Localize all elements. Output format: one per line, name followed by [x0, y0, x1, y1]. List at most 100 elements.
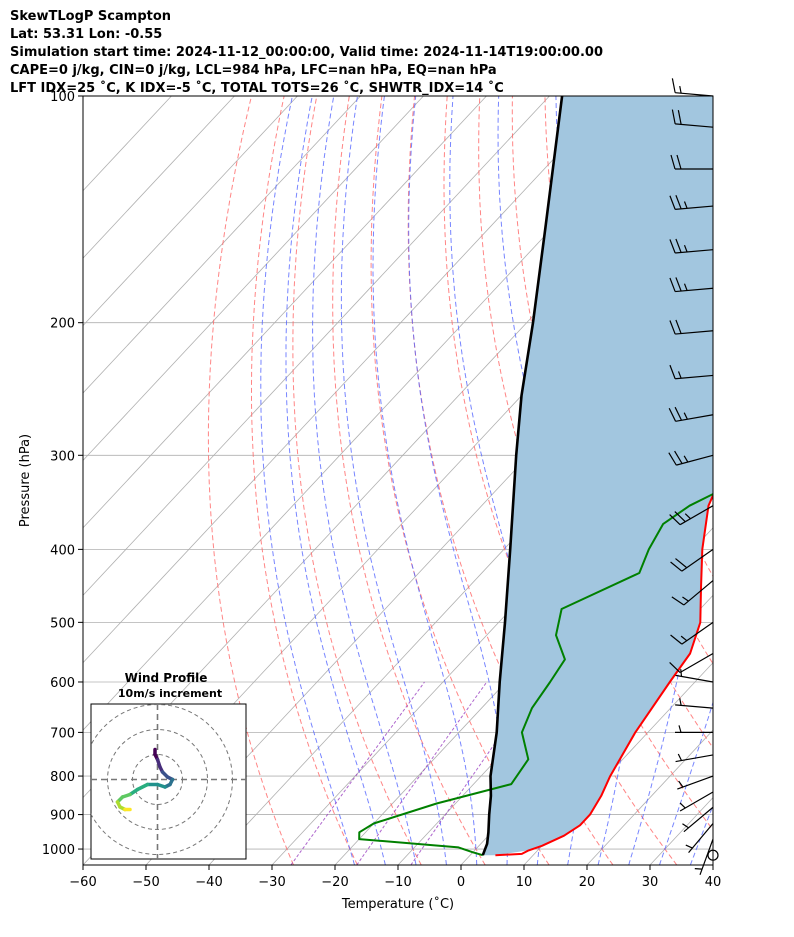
wind-barb-half-feather — [683, 455, 689, 463]
wind-barb — [677, 775, 714, 790]
wind-barb-shaft — [679, 791, 714, 812]
y-axis-label: Pressure (hPa) — [18, 434, 33, 527]
wind-barb — [669, 238, 714, 254]
isotherm-line — [145, 257, 713, 865]
moist-adiabat-line — [372, 96, 478, 865]
wind-barb-feather — [674, 406, 683, 421]
wind-barb — [682, 806, 714, 833]
wind-barb — [670, 621, 714, 645]
wind-barb-half-feather — [683, 412, 688, 420]
hodograph-subtitle: 10m/s increment — [118, 687, 222, 700]
wind-barb-half-feather — [684, 513, 691, 520]
y-tick-label: 600 — [50, 676, 75, 691]
wind-barb-half-feather — [679, 802, 686, 809]
wind-barb — [675, 669, 714, 683]
wind-barb-feather — [670, 634, 683, 645]
dewpoint-line — [358, 492, 713, 857]
wind-barb-feather — [676, 154, 682, 170]
wind-barb — [675, 725, 713, 733]
wind-barb-shaft — [688, 823, 714, 854]
wind-barb-feather — [670, 561, 683, 572]
wind-barb-shaft — [683, 806, 714, 833]
wind-barb-feather — [675, 558, 688, 569]
wind-barb-half-feather — [683, 201, 688, 209]
x-tick-label: −50 — [132, 875, 159, 890]
wind-barb-feather — [671, 78, 676, 93]
dry-adiabat-line — [707, 96, 713, 128]
wind-barb-shaft — [681, 621, 714, 645]
wind-barb-feather — [669, 320, 676, 335]
wind-barb — [668, 450, 714, 466]
moist-adiabat-line — [659, 700, 713, 865]
wind-barb-half-feather — [677, 753, 683, 761]
dry-adiabat-line — [207, 96, 294, 865]
wind-barb-shaft — [675, 330, 714, 335]
wind-barb-half-feather — [680, 669, 683, 677]
wind-barb-shaft — [675, 249, 714, 254]
wind-barb-feather — [671, 109, 676, 124]
wind-barb-feather — [669, 239, 676, 254]
wind-barb — [671, 109, 714, 128]
wind-barb — [679, 791, 714, 812]
wind-barb-shaft — [679, 653, 714, 674]
x-tick-label: 30 — [642, 875, 659, 890]
wind-barb-half-feather — [679, 85, 682, 94]
y-tick-label: 300 — [50, 449, 75, 464]
chart-header: SkewTLogP Scampton Lat: 53.31 Lon: -0.55… — [10, 8, 603, 98]
isotherm-line — [83, 96, 361, 394]
wind-barb-feather — [675, 195, 682, 210]
wind-barb-shaft — [675, 754, 714, 763]
wind-barb — [671, 78, 714, 97]
moist-adiabat-line — [340, 96, 447, 865]
wind-barb-half-feather — [678, 780, 684, 788]
wind-barb-shaft — [675, 374, 714, 380]
wind-barb-shaft — [676, 454, 714, 466]
dry-adiabat-line — [773, 96, 794, 865]
isotherm-line — [586, 729, 713, 865]
isotherm-line — [523, 662, 713, 865]
wind-barb — [669, 505, 714, 526]
dry-adiabat-line — [741, 96, 794, 865]
wind-barb-shaft — [675, 414, 714, 422]
wind-barb-feather — [674, 450, 683, 464]
wind-barb-shaft — [675, 205, 714, 210]
wind-barb-shaft — [675, 92, 714, 97]
moist-adiabat-line — [260, 96, 355, 865]
dry-adiabat-line — [251, 96, 358, 865]
y-tick-label: 1000 — [42, 843, 75, 858]
wind-barb-half-feather — [677, 371, 682, 379]
isotherm-line — [83, 96, 424, 461]
wind-barb-feather — [669, 364, 676, 379]
wind-barb-half-feather — [678, 725, 682, 733]
wind-barb — [668, 406, 714, 422]
dry-adiabat-line — [407, 96, 614, 865]
y-tick-label: 100 — [50, 90, 75, 105]
wind-barb — [669, 195, 714, 210]
isotherm-line — [712, 864, 713, 865]
wind-barb-feather — [671, 596, 685, 606]
header-indices: LFT IDX=25 ˚C, K IDX=-5 ˚C, TOTAL TOTS=2… — [10, 81, 504, 96]
wind-barb-shaft — [679, 505, 714, 526]
moist-adiabat-line — [449, 96, 544, 865]
wind-barb-feather — [669, 195, 676, 210]
isotherm-line — [83, 96, 235, 259]
dry-adiabat-line — [292, 96, 422, 865]
wind-barb — [669, 364, 714, 380]
wind-barb-half-feather — [682, 823, 689, 829]
x-tick-label: 10 — [516, 875, 533, 890]
wind-barb-shaft — [675, 123, 714, 128]
wind-barb — [675, 753, 714, 763]
wind-barb-shaft — [681, 548, 714, 572]
x-tick-label: 20 — [579, 875, 596, 890]
isotherm-line — [83, 96, 613, 664]
y-tick-label: 900 — [50, 809, 75, 824]
moist-adiabat-line — [689, 803, 713, 865]
wind-barb-shaft — [675, 287, 714, 293]
dry-adiabat-line — [370, 96, 550, 865]
wind-barb-feather — [669, 277, 676, 292]
x-tick-label: −30 — [258, 875, 285, 890]
header-station: SkewTLogP Scampton — [10, 9, 172, 24]
x-tick-label: −40 — [195, 875, 222, 890]
x-tick-label: −20 — [321, 875, 348, 890]
wind-barb — [671, 580, 714, 606]
